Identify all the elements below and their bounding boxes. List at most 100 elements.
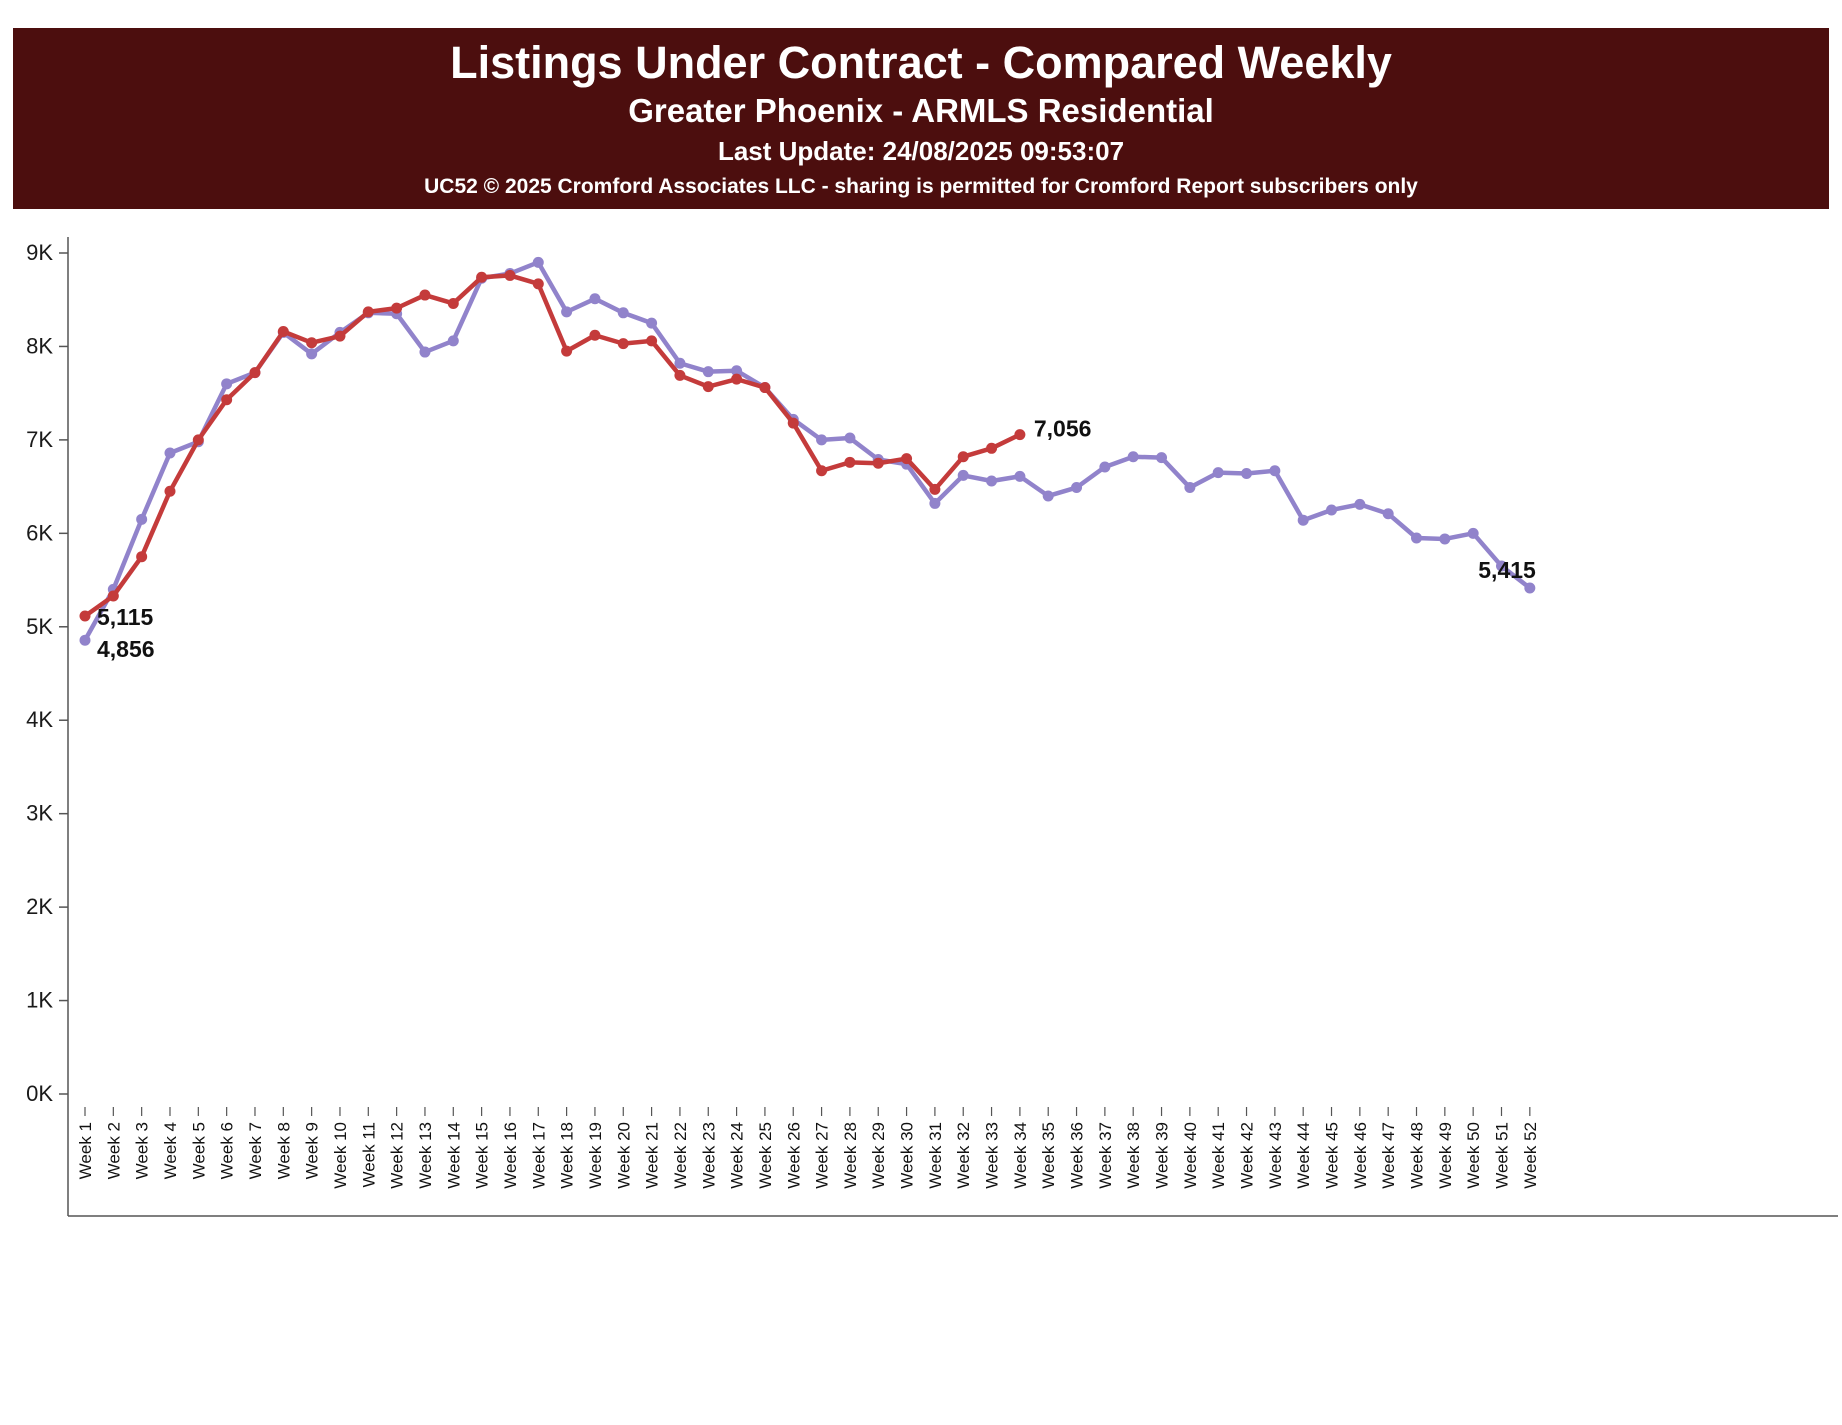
purple-previous-year-point <box>1439 532 1451 544</box>
y-tick-label: 9K <box>26 240 53 265</box>
purple-previous-year-point <box>79 634 91 646</box>
purple-previous-year-point <box>1212 466 1224 478</box>
x-tick-label: Week 49 <box>1436 1122 1455 1189</box>
point-value-label: 7,056 <box>1034 415 1092 441</box>
x-tick-label: Week 31 <box>926 1122 945 1189</box>
x-tick-label: Week 11 <box>359 1122 378 1188</box>
y-axis-labels: 0K 1K 2K 3K 4K 5K 6K 7K 8K 9K <box>26 240 68 1106</box>
y-tick-label: 4K <box>26 707 53 732</box>
x-tick-label: Week 26 <box>784 1122 803 1189</box>
x-tick-label: Week 35 <box>1039 1122 1058 1189</box>
purple-previous-year-point <box>532 256 544 268</box>
x-tick-label: Week 9 <box>303 1122 322 1179</box>
red-current-year-point <box>617 337 629 349</box>
red-current-year-point <box>929 483 941 495</box>
red-current-year-point <box>164 485 176 497</box>
x-tick-label: Week 28 <box>841 1122 860 1189</box>
purple-previous-year-point <box>561 305 573 317</box>
purple-previous-year-point <box>731 364 743 376</box>
copyright-note: UC52 © 2025 Cromford Associates LLC - sh… <box>424 174 1418 198</box>
y-tick-label: 7K <box>26 426 53 451</box>
red-current-year-point <box>532 277 544 289</box>
x-tick-label: Week 48 <box>1408 1122 1427 1189</box>
purple-previous-year-line <box>82 259 1533 642</box>
purple-previous-year-point <box>1411 532 1423 544</box>
red-current-year-point <box>561 345 573 357</box>
purple-previous-year-point <box>844 432 856 444</box>
x-tick-label: Week 47 <box>1379 1122 1398 1189</box>
red-current-year-point <box>589 329 601 341</box>
red-current-year-point <box>986 442 998 454</box>
x-tick-label: Week 17 <box>529 1122 548 1189</box>
point-labels: 5,115 4,856 7,056 5,415 <box>97 415 1536 662</box>
red-current-year-point <box>136 550 148 562</box>
x-tick-label: Week 50 <box>1464 1122 1483 1189</box>
x-tick-label: Week 20 <box>614 1122 633 1189</box>
purple-previous-year-point <box>1099 460 1111 472</box>
x-tick-label: Week 15 <box>473 1122 492 1189</box>
purple-previous-year-point <box>1496 560 1507 572</box>
x-tick-label: Week 29 <box>869 1122 888 1189</box>
purple-previous-year-point <box>1241 467 1253 479</box>
y-tick-label: 5K <box>26 613 53 638</box>
red-current-year-point <box>504 269 516 281</box>
red-current-year-point <box>816 464 828 476</box>
x-tick-label: Week 18 <box>558 1122 577 1189</box>
x-tick-label: Week 27 <box>813 1122 832 1189</box>
red-current-year-point <box>957 450 969 462</box>
x-tick-label: Week 13 <box>416 1122 435 1189</box>
purple-previous-year-point <box>957 469 969 481</box>
x-tick-label: Week 44 <box>1294 1122 1313 1189</box>
purple-previous-year-point <box>1297 514 1309 526</box>
purple-previous-year-point <box>419 346 431 358</box>
x-axis-labels: Week 1 Week 2 Week 3 Week 4 Week 5 Week 6 Week… <box>76 1106 1540 1189</box>
red-current-year-point <box>872 457 884 469</box>
y-tick-label: 8K <box>26 333 53 358</box>
purple-previous-year-point <box>1269 464 1281 476</box>
x-tick-label: Week 43 <box>1266 1122 1285 1189</box>
x-tick-label: Week 1 <box>76 1122 95 1179</box>
purple-previous-year-point <box>1156 451 1168 463</box>
x-tick-label: Week 12 <box>388 1122 407 1189</box>
x-tick-label: Week 19 <box>586 1122 605 1189</box>
red-current-year-point <box>787 417 799 429</box>
purple-previous-year-point <box>1042 489 1054 501</box>
purple-previous-year-point <box>306 347 318 359</box>
x-tick-label: Week 3 <box>133 1122 152 1179</box>
purple-previous-year-point <box>1382 507 1394 519</box>
chart-subtitle: Greater Phoenix - ARMLS Residential <box>628 91 1214 129</box>
red-current-year-point <box>391 302 403 314</box>
purple-previous-year-point <box>136 513 148 525</box>
point-value-label: 4,856 <box>97 636 155 662</box>
x-tick-label: Week 16 <box>501 1122 520 1189</box>
x-tick-label: Week 21 <box>643 1122 662 1189</box>
red-current-year-point <box>107 589 119 601</box>
purple-previous-year-point <box>702 365 714 377</box>
x-tick-label: Week 39 <box>1153 1122 1172 1189</box>
x-tick-label: Week 52 <box>1521 1122 1540 1189</box>
x-tick-label: Week 4 <box>161 1122 180 1179</box>
x-tick-label: Week 51 <box>1493 1122 1512 1189</box>
purple-previous-year-point <box>164 446 176 458</box>
purple-previous-year-point <box>589 292 601 304</box>
x-tick-label: Week 32 <box>954 1122 973 1189</box>
chart-header: Listings Under Contract - Compared Weekl… <box>13 28 1829 209</box>
x-tick-label: Week 23 <box>699 1122 718 1189</box>
x-tick-label: Week 6 <box>218 1122 237 1179</box>
point-value-label: 5,115 <box>97 604 153 630</box>
purple-previous-year-point <box>1326 503 1338 515</box>
x-tick-label: Week 41 <box>1209 1122 1228 1189</box>
series-red-current-year <box>79 269 1026 622</box>
red-current-year-point <box>731 373 743 385</box>
purple-previous-year-point <box>617 306 629 318</box>
purple-previous-year-point <box>674 357 686 369</box>
x-tick-label: Week 30 <box>898 1122 917 1189</box>
y-tick-label: 3K <box>26 800 53 825</box>
purple-previous-year-point <box>929 497 941 509</box>
x-tick-label: Week 22 <box>671 1122 690 1189</box>
red-current-year-point <box>419 289 431 301</box>
purple-previous-year-point <box>986 475 998 487</box>
axes <box>67 236 1838 1217</box>
